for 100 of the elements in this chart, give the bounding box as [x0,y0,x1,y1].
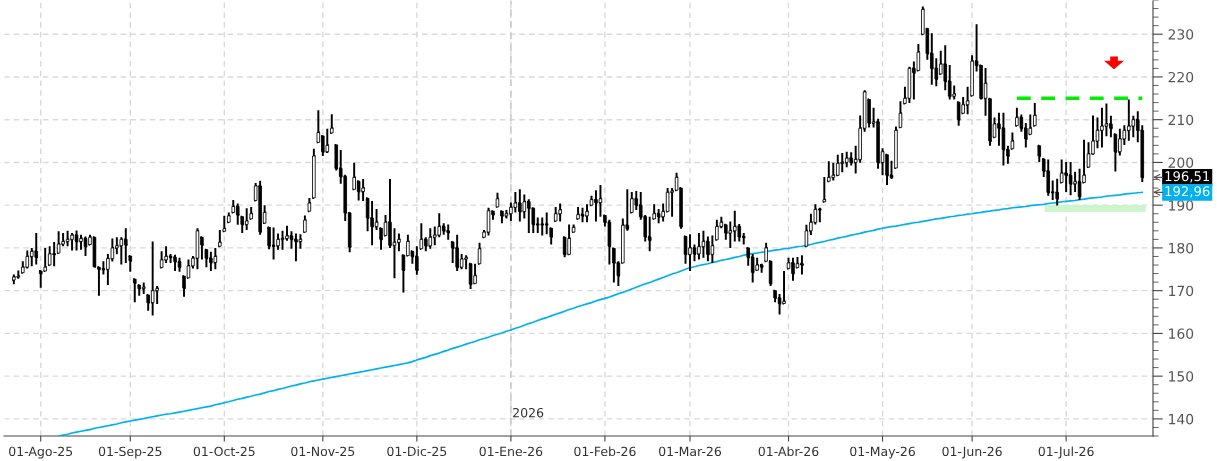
candlestick [567,223,571,256]
candlestick [298,233,303,250]
candlestick [665,187,670,213]
candlestick [799,254,805,276]
candlestick [486,206,491,237]
candlestick [356,180,361,202]
candlestick [473,262,477,285]
candlestick [947,64,952,101]
candlestick [952,84,956,101]
candlestick [38,270,43,289]
candlestick [571,223,576,234]
candlestick [692,243,697,263]
x-tick-label: 01-Nov-25 [291,446,355,457]
candlestick [715,218,719,241]
candlestick [15,269,21,280]
candlestick [1046,158,1050,197]
candlestick [361,178,365,202]
x-tick-label: 01-Oct-25 [193,446,255,457]
candlestick [177,256,182,273]
ref-line-label: 2026 [513,407,544,418]
candlestick [21,260,25,274]
candlestick [279,229,286,251]
candlestick [56,230,61,255]
candlestick [607,218,612,266]
candlestick [34,231,38,266]
y-tick-label: 160 [1169,328,1194,339]
candlestick [1001,111,1006,167]
candlestick [1055,177,1059,207]
candlestick [244,207,249,231]
x-tick-label: 01-Ene-26 [479,446,543,457]
candlestick [839,152,845,174]
y-tick-label: 230 [1168,29,1194,40]
candlestick [688,233,692,272]
candlestick [831,161,836,182]
candlestick [303,214,307,234]
y-tick-label: 210 [1168,114,1194,126]
candlestick [630,190,634,214]
text: 192,96 [1165,186,1210,198]
candlestick [585,203,589,224]
candlestick [65,229,70,248]
candlestick [213,246,218,271]
candlestick [822,175,827,203]
candlestick [791,256,795,282]
x-tick-label: 01-Jun-26 [942,446,1002,459]
candlestick [701,229,706,259]
text: 196,51 [1165,171,1210,183]
candlestick [307,196,312,213]
candlestick [1068,161,1073,197]
candlestick [907,65,912,104]
candlestick [1028,113,1033,136]
candlestick [1037,144,1042,163]
candlestick [445,223,451,241]
candlestick [647,215,652,253]
candlestick [558,202,562,223]
candlestick [25,249,30,270]
x-tick-label: 01-May-26 [850,446,915,459]
y-tick-label: 140 [1169,413,1194,425]
candlestick [844,150,849,169]
candlestick [1015,106,1019,127]
candlestick [285,224,289,242]
candlestick [159,250,164,269]
x-tick-label: 01-Jul-26 [1038,446,1094,459]
candlestick [74,229,79,252]
y-tick-label: 190 [1169,200,1194,211]
candlestick [468,262,473,290]
candlestick [195,227,200,271]
candlestick [522,193,527,220]
candlestick [786,256,791,270]
candlestick [898,100,903,129]
candlestick [47,245,52,266]
candlestick [330,113,334,134]
candlestick [495,191,500,208]
x-tick-label: 01-Abr-26 [758,446,819,457]
y-tick-label: 220 [1168,71,1194,83]
candlestick [51,240,57,268]
candlestick [579,206,586,224]
y-tick-label: 180 [1169,242,1194,254]
x-tick-label: 01-Ago-25 [9,446,73,459]
candlestick [325,127,330,154]
candlestick [1033,102,1037,127]
x-tick-label: 01-Feb-26 [574,446,636,457]
candlestick [500,210,504,225]
candlestick [141,281,147,296]
candlestick [1086,141,1091,169]
candlestick [463,254,469,271]
y-tick-label: 150 [1169,371,1194,382]
candlestick [218,229,222,248]
candlestick [312,147,316,199]
candlestick [612,247,616,284]
x-tick-label: 01-Sep-25 [98,446,162,459]
candlestick [656,208,661,225]
y-tick-label: 200 [1168,157,1194,168]
candlestick [132,278,137,304]
candlestick [150,240,155,317]
x-tick-label: 01-Dic-25 [387,446,447,457]
candlestick [710,234,715,264]
candlestick [428,227,433,250]
candlestick [12,273,16,286]
candlestick [553,205,558,222]
candlestick [235,202,240,226]
